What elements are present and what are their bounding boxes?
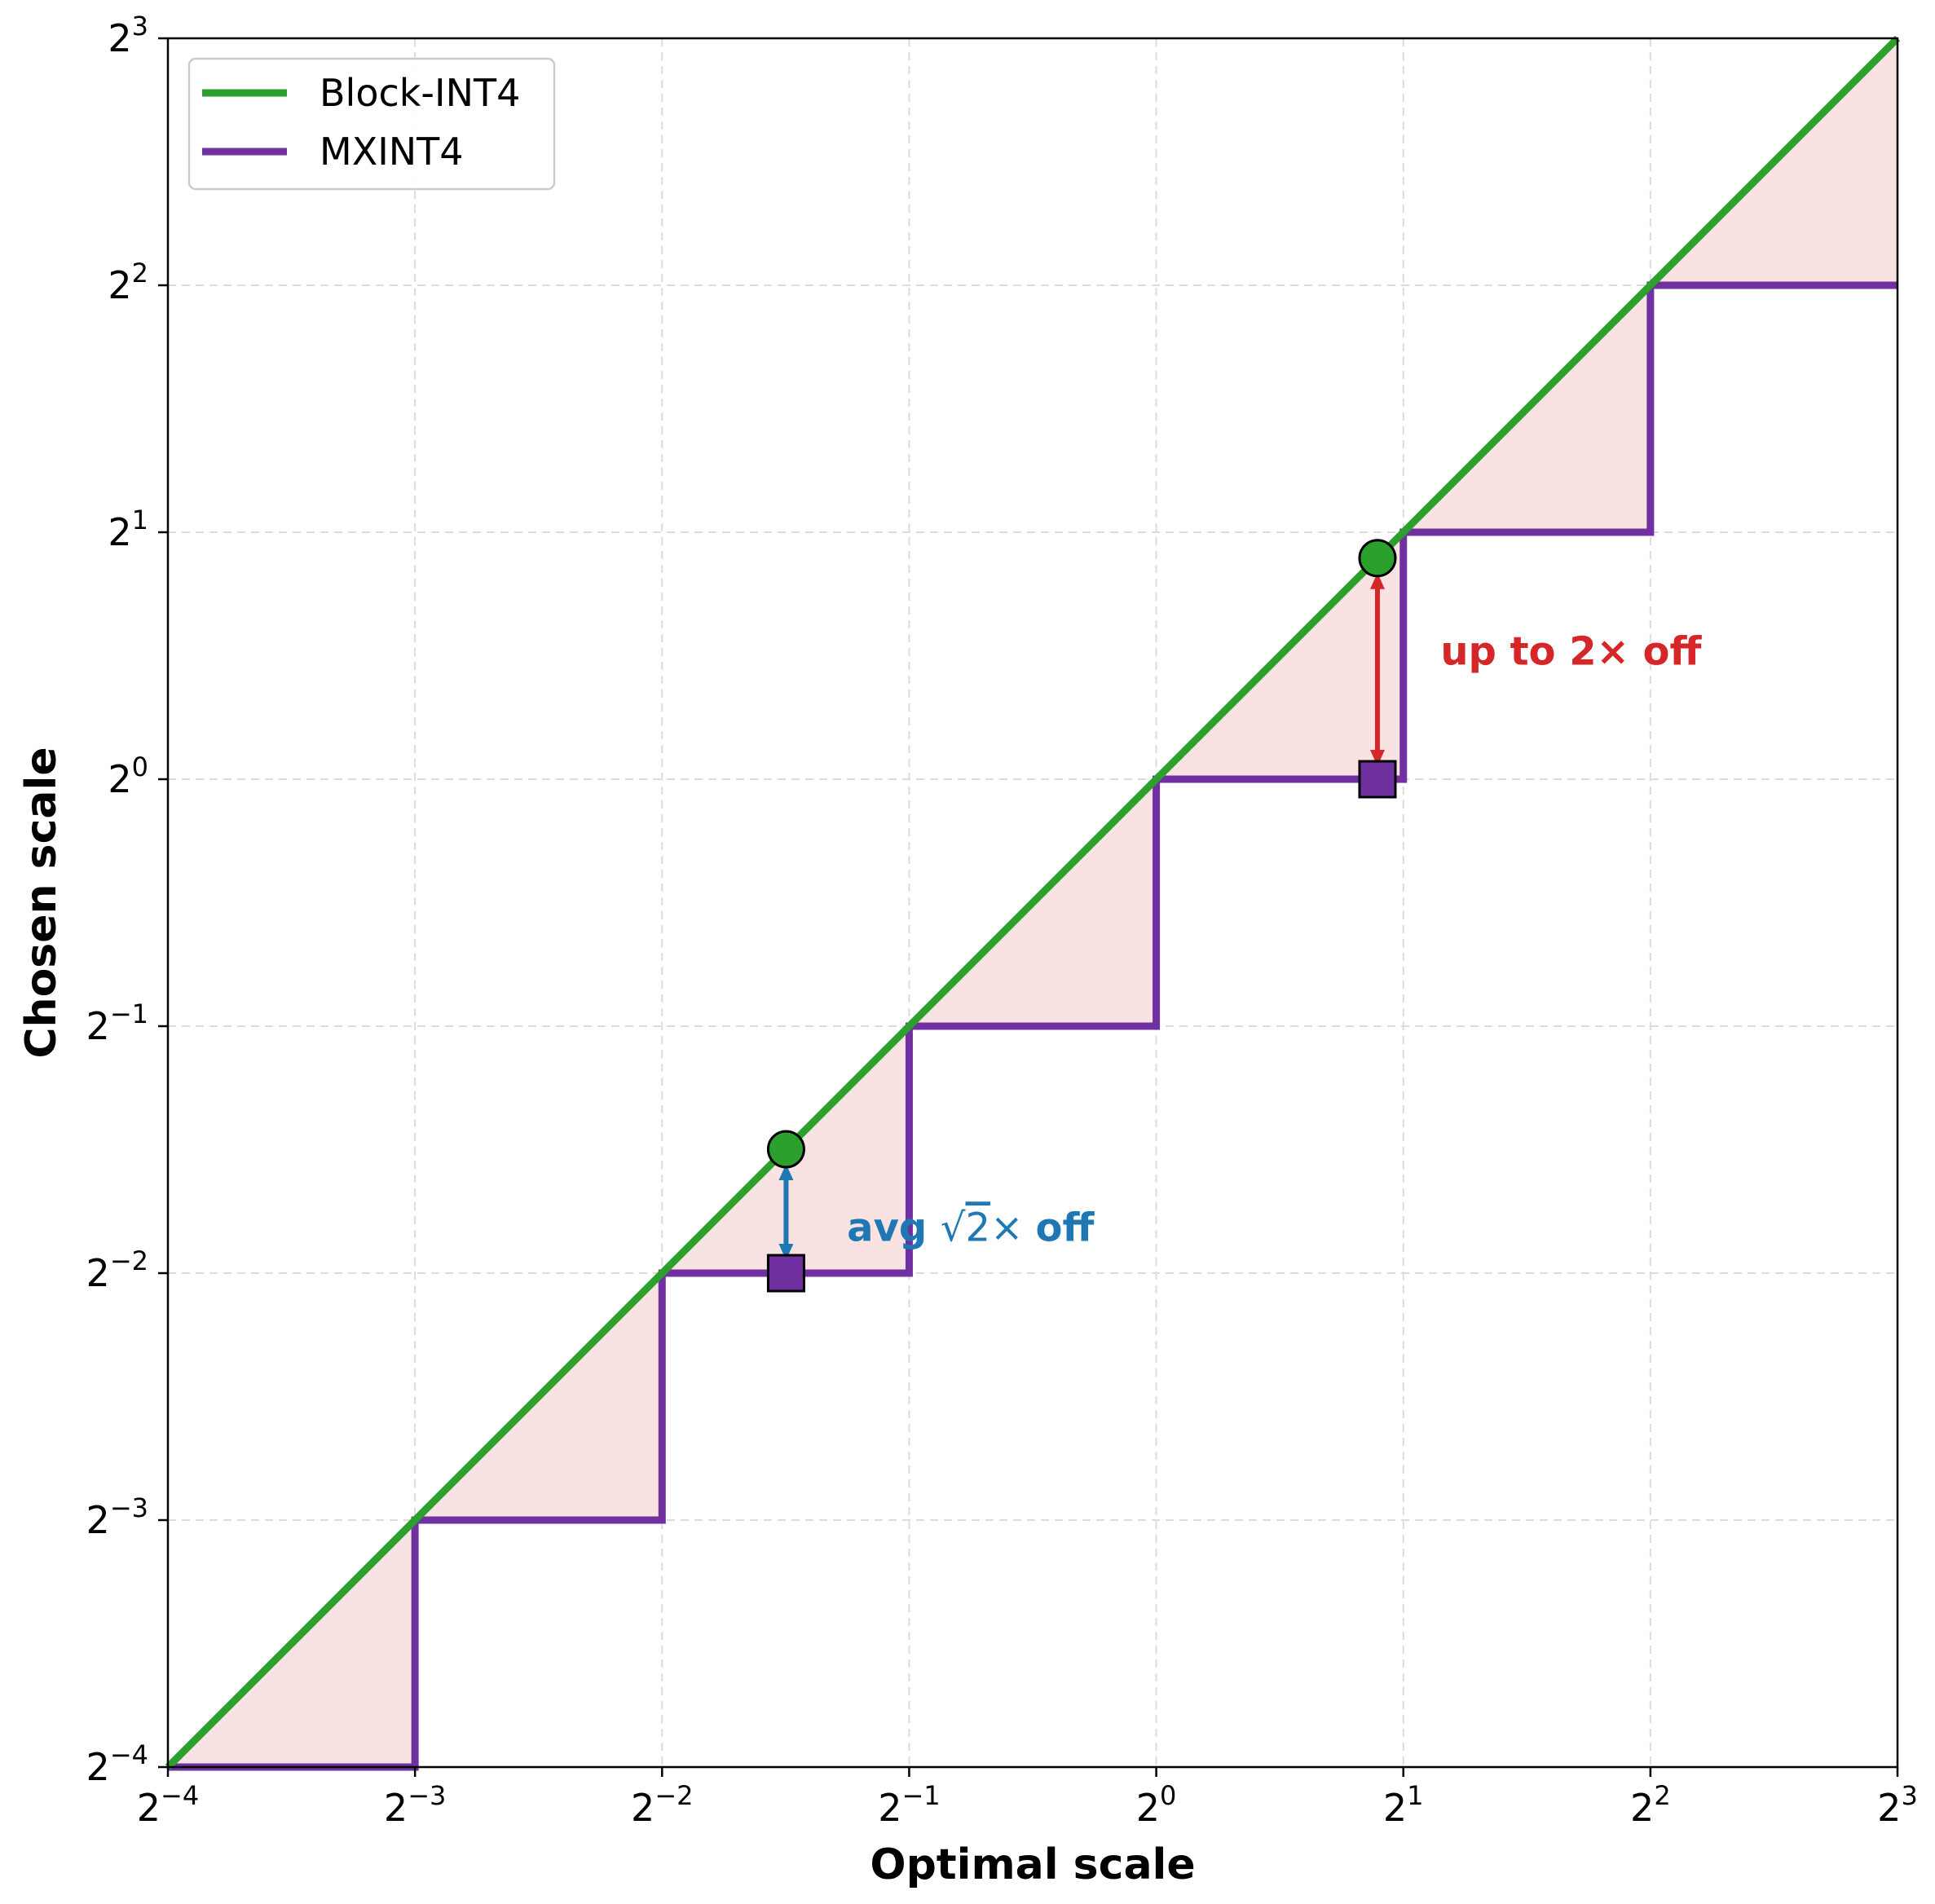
annotation-text-max: up to 2× off <box>1440 629 1702 675</box>
annotation-arrow-head-up <box>1369 572 1385 589</box>
x-tick-label: 2−2 <box>631 1780 693 1830</box>
y-tick-label: 2−4 <box>86 1739 148 1789</box>
y-tick-label: 20 <box>108 751 148 801</box>
axis-ticks: 2−42−4 2−3 2−3 2−2 2−2 2−1 2−1 20 20 21 21 22 22 23 23 <box>86 11 1918 1830</box>
annotation-arrow-head-up <box>778 1163 794 1180</box>
x-tick-label: 22 <box>1630 1780 1671 1830</box>
annotations: avg √2× off up to 2× off <box>847 629 1702 1251</box>
marker-circle <box>766 1130 805 1169</box>
y-tick-label: 22 <box>108 258 148 307</box>
marker-square <box>766 1254 805 1293</box>
y-tick-label: 2−3 <box>86 1492 148 1542</box>
marker-circle <box>1358 539 1397 578</box>
marker-square <box>1358 760 1397 799</box>
x-tick-label: 21 <box>1383 1780 1424 1830</box>
x-axis-title: Optimal scale <box>870 1840 1195 1889</box>
annotation-text-avg: avg √2× off <box>847 1205 1095 1250</box>
annotation-arrows <box>778 572 1385 1260</box>
markers <box>766 539 1397 1293</box>
plot-frame <box>166 37 1899 1769</box>
x-tick-label: 2−1 <box>878 1780 940 1830</box>
legend: Block-INT4 MXINT4 <box>187 57 556 191</box>
y-tick-label: 23 <box>108 11 148 60</box>
legend-label: MXINT4 <box>320 130 464 174</box>
y-axis-title: Chosen scale <box>17 747 66 1058</box>
annotation-arrow-head-down <box>1369 750 1385 766</box>
y-tick-label: 2−2 <box>86 1245 148 1295</box>
x-tick-label: 23 <box>1877 1780 1918 1830</box>
x-tick-label: 2−4 <box>137 1780 199 1830</box>
series-line-mxint4 <box>168 281 1898 1771</box>
x-tick-label: 2−3 <box>384 1780 446 1830</box>
y-tick-label: 2−1 <box>86 998 148 1048</box>
annotation-arrow-head-down <box>778 1244 794 1260</box>
legend-label: Block-INT4 <box>320 71 520 115</box>
y-tick-label: 21 <box>108 505 148 554</box>
x-tick-label: 20 <box>1136 1780 1177 1830</box>
series-lines <box>165 35 1901 1771</box>
series-line-block-int4 <box>165 35 1901 1770</box>
